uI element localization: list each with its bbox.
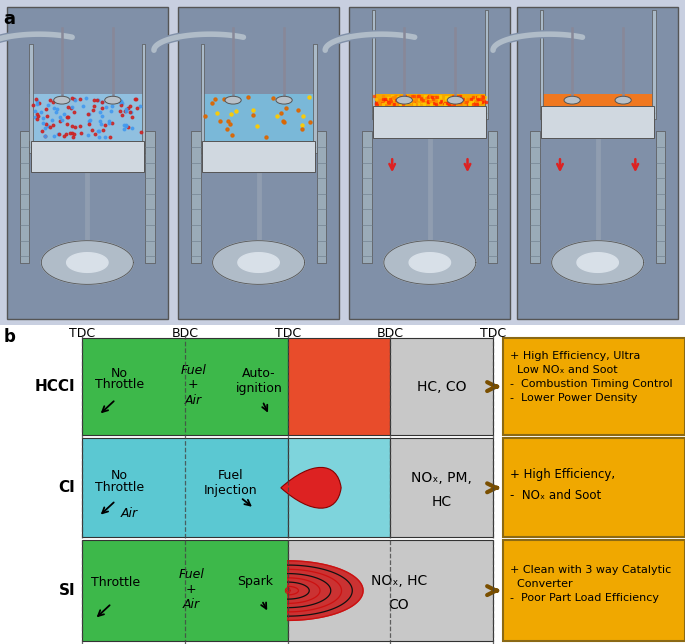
Text: TDC: TDC [69,327,95,340]
Text: HC: HC [432,495,452,509]
Bar [530,131,540,263]
Text: + High Efficiency,
-  NOₓ and Soot: + High Efficiency, - NOₓ and Soot [510,468,615,502]
Text: NOₓ, PM,: NOₓ, PM, [412,471,472,485]
Ellipse shape [615,96,632,104]
Bar [540,10,543,119]
Ellipse shape [447,96,464,104]
Text: BDC: BDC [171,327,199,340]
Bar [29,94,145,141]
Bar [29,44,33,153]
Text: No: No [111,367,127,381]
Text: BDC: BDC [377,327,404,340]
Bar [202,141,315,172]
Bar [656,131,665,263]
Bar [313,44,316,153]
Bar [288,338,390,435]
FancyBboxPatch shape [503,338,685,435]
Ellipse shape [564,96,580,104]
Text: Throttle: Throttle [95,379,144,392]
Ellipse shape [53,96,70,104]
Bar [540,94,656,106]
Text: Air: Air [182,598,200,611]
Text: CO: CO [388,598,409,612]
Text: + High Efficiency, Ultra
  Low NOₓ and Soot
-  Combustion Timing Control
-  Lowe: + High Efficiency, Ultra Low NOₓ and Soo… [510,351,673,403]
Text: b: b [3,328,15,346]
Polygon shape [41,241,134,285]
Ellipse shape [276,96,292,104]
Bar [31,141,144,172]
Text: TDC: TDC [275,327,301,340]
Bar [316,131,326,263]
FancyBboxPatch shape [503,540,685,641]
Bar [191,131,201,263]
Polygon shape [577,252,619,272]
FancyBboxPatch shape [503,439,685,537]
Polygon shape [66,252,108,272]
Polygon shape [212,241,305,285]
Ellipse shape [105,96,121,104]
Bar [373,106,486,138]
Bar [82,338,288,435]
Bar [484,10,488,119]
Ellipse shape [225,96,241,104]
Bar [201,94,316,141]
Polygon shape [551,241,644,285]
Text: Injection: Injection [203,484,257,497]
Polygon shape [288,561,363,620]
Text: Fuel: Fuel [217,469,243,482]
Bar [7,6,168,319]
Bar [488,131,497,263]
PathPatch shape [281,468,341,508]
Bar [20,131,29,263]
Text: ignition: ignition [236,382,282,395]
Bar [288,540,493,641]
Bar [372,10,375,119]
Text: Spark: Spark [237,574,273,587]
Bar [145,131,155,263]
Text: + Clean with 3 way Catalytic
  Converter
-  Poor Part Load Efficiency: + Clean with 3 way Catalytic Converter -… [510,565,671,603]
Text: SI: SI [59,583,75,598]
Polygon shape [409,252,451,272]
Bar [82,439,288,537]
Bar [201,44,204,153]
Text: CI: CI [59,480,75,495]
Ellipse shape [396,96,412,104]
Text: Air: Air [121,507,138,520]
Text: +: + [186,583,197,596]
Text: Throttle: Throttle [90,576,140,589]
Bar [288,439,390,537]
Text: NOₓ, HC: NOₓ, HC [371,574,427,588]
Bar [349,6,510,319]
Bar [390,439,493,537]
Text: TDC: TDC [480,327,506,340]
Text: Air: Air [185,394,201,408]
Bar [517,6,678,319]
Polygon shape [384,241,476,285]
Text: HCCI: HCCI [35,379,75,394]
Bar [652,10,656,119]
Bar [390,338,493,435]
Text: HC, CO: HC, CO [417,379,466,393]
Text: Throttle: Throttle [95,481,144,495]
Bar [82,540,288,641]
Text: No: No [111,469,127,482]
Bar [178,6,339,319]
Text: Fuel: Fuel [180,364,206,377]
Bar [541,106,654,138]
Polygon shape [238,252,279,272]
Bar [142,44,145,153]
Text: a: a [3,10,16,28]
Bar [362,131,372,263]
Bar [372,94,488,106]
Text: +: + [188,379,199,392]
Text: Auto-: Auto- [242,367,276,381]
Text: Fuel: Fuel [178,568,204,581]
